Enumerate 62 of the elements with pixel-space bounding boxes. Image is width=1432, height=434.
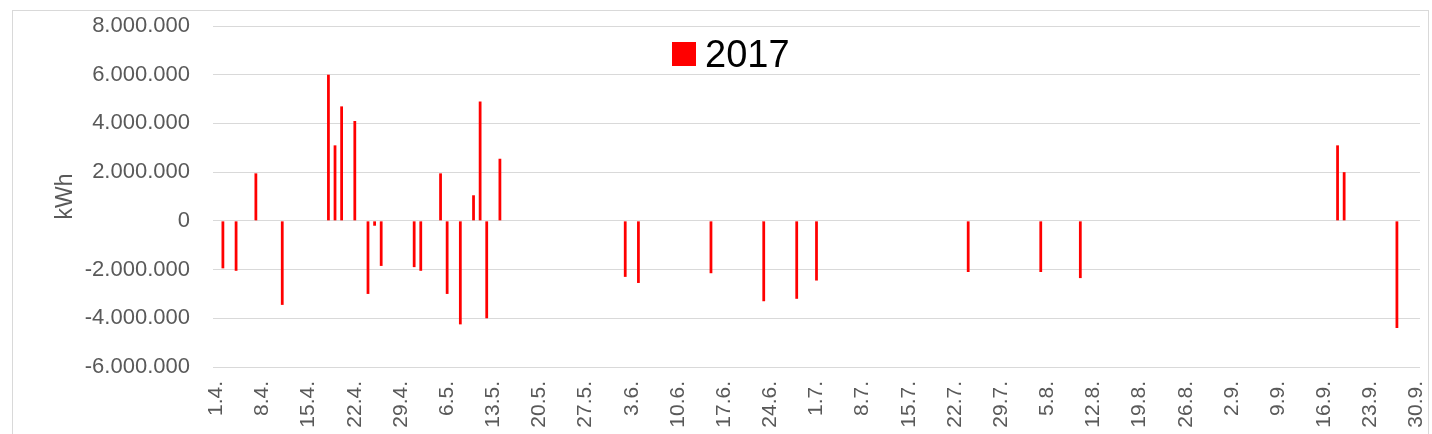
bar (815, 221, 818, 281)
x-tick-label: 8.7. (849, 381, 873, 417)
y-tick-label: -2.000.000 (84, 255, 190, 281)
bar (795, 221, 799, 299)
legend-label: 2017 (705, 32, 790, 76)
bar (966, 221, 970, 273)
bar (419, 221, 423, 271)
bar (327, 74, 330, 221)
x-tick-label: 1.7. (803, 381, 827, 417)
bar (637, 221, 640, 283)
y-tick-label: 4.000.000 (92, 109, 190, 135)
y-tick-label: -6.000.000 (84, 353, 190, 379)
bar (280, 221, 284, 305)
x-tick-label: 17.6. (710, 381, 734, 428)
bar (1039, 221, 1043, 273)
bar (373, 221, 376, 226)
bar (353, 120, 357, 221)
bar (1078, 221, 1082, 279)
x-tick-label: 15.7. (895, 381, 919, 428)
x-tick-label: 2.9. (1218, 381, 1242, 417)
x-tick-label: 27.5. (572, 381, 596, 428)
y-axis-title: kWh (51, 173, 78, 220)
x-tick-label: 29.7. (987, 381, 1011, 428)
x-tick-label: 9.9. (1264, 381, 1288, 417)
x-tick-label: 19.8. (1126, 381, 1150, 428)
x-tick-label: 30.9. (1403, 381, 1427, 428)
x-tick-label: 10.6. (664, 381, 688, 428)
bar (458, 221, 462, 325)
x-tick-label: 1.4. (203, 381, 227, 417)
bar (472, 195, 475, 221)
x-tick-label: 20.5. (526, 381, 550, 428)
x-tick-label: 13.5. (480, 381, 504, 428)
y-tick-label: 0 (177, 206, 190, 232)
x-tick-label: 29.4. (387, 381, 411, 428)
x-tick-label: 16.9. (1311, 381, 1335, 428)
y-tick-label: 6.000.000 (92, 60, 190, 86)
x-tick-label: 22.7. (941, 381, 965, 428)
bar (623, 221, 627, 277)
x-tick-label: 22.4. (341, 381, 365, 428)
y-tick-label: 2.000.000 (92, 158, 190, 184)
bar (445, 221, 449, 294)
bar (254, 173, 258, 221)
x-tick-label: 3.6. (618, 381, 642, 417)
bar (478, 101, 482, 221)
bar (439, 173, 442, 221)
bar (379, 221, 383, 266)
x-tick-label: 12.8. (1080, 381, 1104, 428)
bar (485, 221, 489, 319)
x-tick-label: 23.9. (1357, 381, 1381, 428)
x-tick-label: 5.8. (1034, 381, 1058, 417)
bar (412, 221, 416, 268)
bar (340, 106, 343, 221)
x-tick-label: 24.6. (757, 381, 781, 428)
x-tick-label: 6.5. (433, 381, 457, 417)
bar (1342, 172, 1346, 221)
x-tick-label: 15.4. (295, 381, 319, 428)
bar (1336, 145, 1339, 221)
y-tick-label: -4.000.000 (84, 304, 190, 330)
x-tick-label: 26.8. (1172, 381, 1196, 428)
y-tick-label: 8.000.000 (92, 12, 190, 38)
bar (762, 221, 766, 302)
x-tick-label: 8.4. (249, 381, 273, 417)
